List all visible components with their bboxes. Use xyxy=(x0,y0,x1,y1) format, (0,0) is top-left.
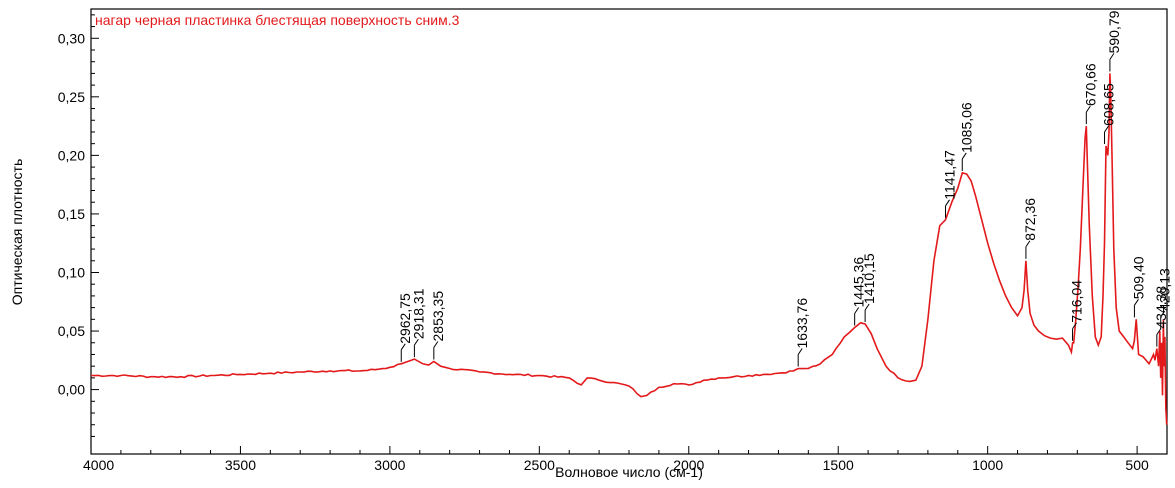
peak-leader xyxy=(400,343,406,351)
x-axis-title: Волновое число (см-1) xyxy=(555,464,703,480)
peak-leader xyxy=(1156,328,1162,335)
peak-label: 2918,31 xyxy=(410,288,426,339)
x-tick-label: 1000 xyxy=(972,457,1003,473)
peak-leader xyxy=(1085,105,1091,113)
x-tick-label: 3000 xyxy=(374,457,405,473)
peak-label: 670,66 xyxy=(1082,63,1098,106)
spectrum-line xyxy=(91,73,1168,425)
peak-leader xyxy=(945,199,950,207)
y-tick-label: 0,15 xyxy=(58,206,85,222)
peak-label: 1445,36 xyxy=(851,257,867,308)
x-tick-label: 2000 xyxy=(673,457,704,473)
peak-leader xyxy=(1160,310,1166,318)
y-tick-label: 0,00 xyxy=(58,382,85,398)
peak-label: 590,79 xyxy=(1106,10,1122,53)
peak-label: 1633,76 xyxy=(794,298,810,349)
y-tick-label: 0,20 xyxy=(58,147,85,163)
peak-label: 434,38 xyxy=(1153,286,1169,329)
x-tick-label: 4000 xyxy=(83,457,114,473)
y-tick-label: 0,05 xyxy=(58,323,85,339)
peak-leader xyxy=(1025,240,1031,248)
y-tick-label: 0,30 xyxy=(58,30,85,46)
peak-label: 1410,15 xyxy=(861,253,877,304)
peak-leader xyxy=(864,303,870,311)
y-axis-title: Оптическая плотность xyxy=(9,159,25,306)
peak-leader xyxy=(413,338,419,346)
peak-label: 872,36 xyxy=(1022,198,1038,241)
x-tick-label: 3500 xyxy=(225,457,256,473)
peak-label: 1085,06 xyxy=(958,102,974,153)
peak-leader xyxy=(1104,125,1109,133)
peak-label: 2853,35 xyxy=(430,291,446,342)
y-axis: 0,00 0,05 0,10 0,15 0,20 0,25 0,30 xyxy=(58,14,99,437)
peak-label: 509,40 xyxy=(1130,256,1146,299)
peak-leader xyxy=(1072,322,1077,330)
peak-label: 716,04 xyxy=(1069,280,1085,323)
chart-title: нагар черная пластинка блестящая поверхн… xyxy=(95,12,460,28)
peak-leader xyxy=(961,152,967,160)
x-axis: 4000 3500 3000 2500 2000 1500 1000 500 xyxy=(83,446,1168,473)
peak-leader xyxy=(1134,299,1139,306)
peak-leader xyxy=(797,348,803,355)
x-tick-label: 2500 xyxy=(524,457,555,473)
peak-label: 608,65 xyxy=(1101,83,1117,126)
y-tick-label: 0,25 xyxy=(58,89,85,105)
peak-label: 2962,75 xyxy=(397,293,413,344)
peak-leader xyxy=(854,307,860,314)
peak-leader xyxy=(1109,53,1115,60)
x-tick-label: 500 xyxy=(1125,457,1149,473)
peak-label: 1141,47 xyxy=(942,150,958,200)
y-tick-label: 0,10 xyxy=(58,264,85,280)
peak-leader xyxy=(433,341,439,348)
x-tick-label: 1500 xyxy=(823,457,854,473)
peak-label: 420,13 xyxy=(1157,268,1173,311)
plot-frame xyxy=(90,8,1168,455)
